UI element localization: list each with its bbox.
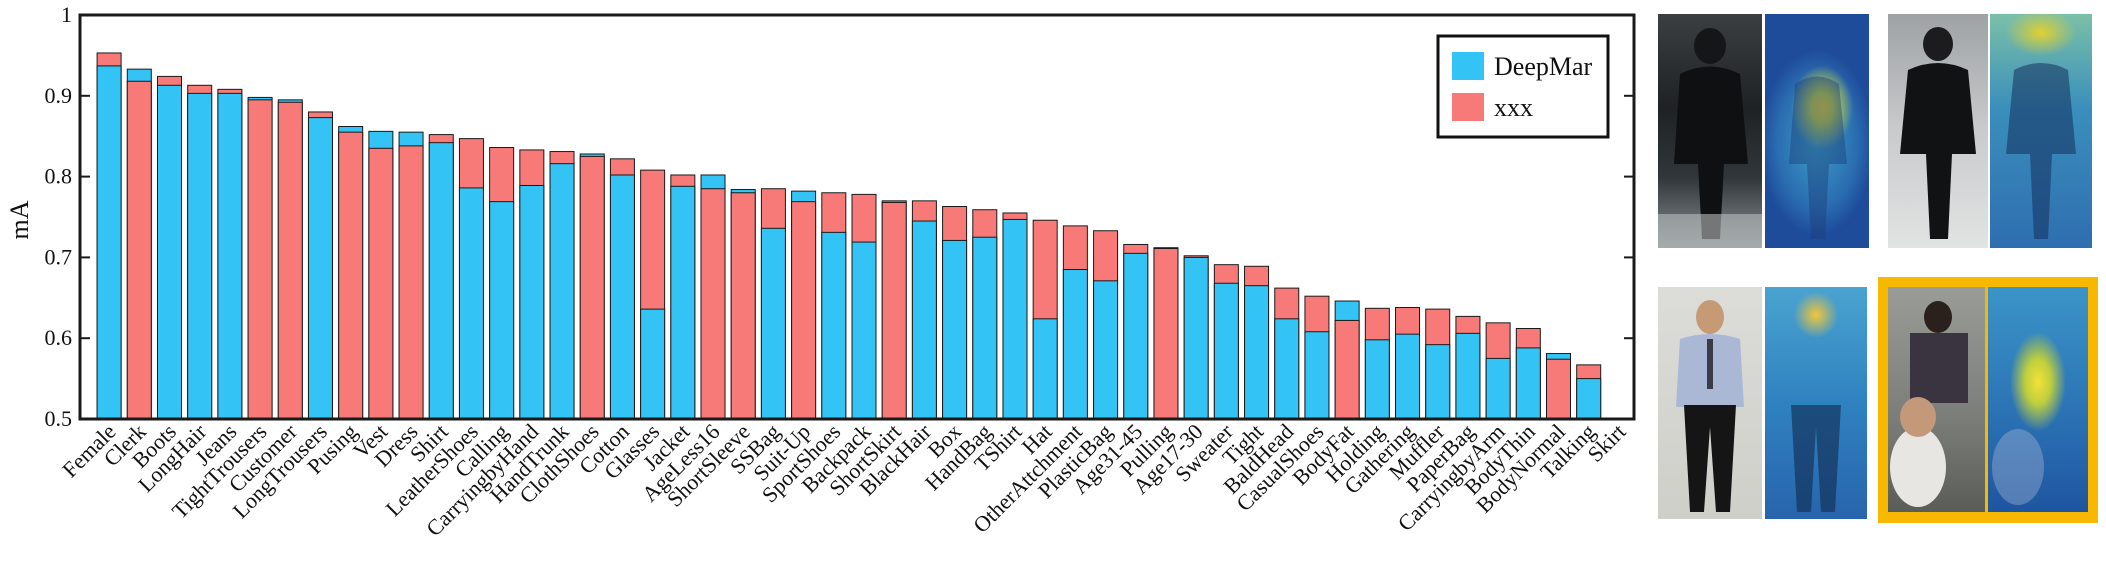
bar-deepmar-tshirt: [1002, 218, 1028, 420]
y-tick-label: 0.8: [45, 164, 73, 189]
bar-deepmar-jacket: [670, 185, 696, 420]
bar-xxx-customer: [277, 101, 303, 420]
bar-deepmar-sweater: [1213, 282, 1239, 420]
bar-xxx-bodyfat: [1334, 319, 1360, 420]
bar-deepmar-age17-30: [1183, 256, 1209, 420]
bar-xxx-tighttrousers: [247, 99, 273, 420]
bar-deepmar-age31-45: [1123, 252, 1149, 420]
legend-label-deepmar: DeepMar: [1494, 52, 1593, 81]
category-labels: FemaleClerkBootsLongHairJeansTightTrouse…: [57, 418, 1630, 541]
bar-xxx-dress: [398, 145, 424, 420]
bar-deepmar-baldhead: [1274, 318, 1300, 420]
example-photo-2: [1888, 14, 1988, 248]
bar-deepmar-paperbag: [1455, 332, 1481, 420]
example-photo-4: [1888, 287, 1985, 512]
bar-deepmar-holding: [1364, 339, 1390, 420]
y-ticks: 0.5 0.6 0.7 0.8 0.9 1: [45, 2, 1634, 431]
bar-deepmar-carryingbyhand: [519, 184, 545, 420]
bar-deepmar-calling: [489, 201, 515, 420]
person-silhouette-icon: [1676, 300, 1744, 512]
highlight-frame: [1878, 277, 2098, 523]
bar-deepmar-carryingbyarm: [1485, 357, 1511, 420]
attention-heatmap-1: [1765, 14, 1869, 248]
y-tick-label: 0.6: [45, 325, 73, 350]
bar-deepmar-sportshoes: [821, 231, 847, 420]
bar-deepmar-handtrunk: [549, 163, 575, 420]
y-tick-label: 1: [61, 2, 72, 27]
bar-deepmar-ssbag: [760, 227, 786, 420]
bar-xxx-bodynormal: [1546, 358, 1572, 420]
bar-xxx-shortsleeve: [730, 192, 756, 420]
person-silhouette-icon: [1900, 27, 1976, 239]
plot-frame: [78, 13, 1636, 421]
legend-swatch-xxx: [1452, 93, 1484, 121]
person-silhouette-icon: [1658, 28, 1762, 248]
bar-deepmar-plasticbag: [1093, 280, 1119, 420]
bar-deepmar-longhair: [187, 92, 213, 420]
axes-layer: [78, 13, 1636, 421]
bar-xxx-pusing: [338, 131, 364, 420]
bar-deepmar-backpack: [851, 241, 877, 420]
y-tick-label: 0.7: [45, 244, 73, 269]
y-axis-title: mA: [5, 200, 34, 239]
bar-xxx-ageless16: [700, 188, 726, 420]
bar-deepmar-handbag: [972, 236, 998, 420]
bar-deepmar-blackhair: [911, 220, 937, 420]
attention-heatmap-4: [1988, 287, 2088, 512]
bar-deepmar-hat: [1032, 318, 1058, 420]
heatmap-silhouette-icon: [2006, 63, 2076, 239]
y-tick-label: 0.9: [45, 83, 73, 108]
bar-xxx-vest: [368, 147, 394, 420]
heatmap-silhouette-icon: [1791, 405, 1841, 512]
bar-xxx-pulling: [1153, 248, 1179, 420]
attention-heatmap-3: [1765, 287, 1867, 519]
bar-deepmar-jeans: [217, 92, 243, 420]
bar-deepmar-leathershoes: [458, 187, 484, 420]
bars-layer: [96, 52, 1602, 420]
bar-chart: 0.5 0.6 0.7 0.8 0.9 1 FemaleClerkBootsLongHai…: [5, 2, 1636, 541]
legend-swatch-deepmar: [1452, 52, 1484, 80]
bar-xxx-clothshoes: [579, 155, 605, 420]
heatmap-silhouette-icon: [1789, 76, 1847, 239]
bar-deepmar-muffler: [1425, 344, 1451, 420]
bar-deepmar-gathering: [1395, 333, 1421, 420]
bar-deepmar-bodythin: [1515, 347, 1541, 420]
legend: DeepMar xxx: [1436, 34, 1610, 139]
y-tick-label: 0.5: [45, 406, 73, 431]
bar-deepmar-female: [96, 65, 122, 420]
attention-heatmap-2: [1990, 14, 2092, 248]
bar-deepmar-longtrousers: [307, 117, 333, 420]
bar-deepmar-cotton: [609, 174, 635, 420]
person-silhouette-icon: [1890, 301, 1968, 507]
bar-xxx-suit-up: [791, 201, 817, 420]
heatmap-silhouette-icon: [1992, 429, 2044, 505]
bar-deepmar-box: [942, 239, 968, 420]
bar-xxx-shortskirt: [881, 201, 907, 420]
bar-deepmar-tight: [1244, 285, 1270, 420]
example-photo-1: [1658, 14, 1762, 248]
example-photo-3: [1658, 287, 1762, 519]
bar-xxx-clerk: [126, 80, 152, 420]
bar-deepmar-casualshoes: [1304, 331, 1330, 420]
bar-deepmar-talking: [1576, 378, 1602, 420]
bar-deepmar-boots: [156, 84, 182, 420]
bar-deepmar-glasses: [640, 308, 666, 420]
bar-deepmar-otherattchment: [1062, 269, 1088, 420]
bar-deepmar-shirt: [428, 142, 454, 420]
legend-label-xxx: xxx: [1494, 93, 1533, 122]
